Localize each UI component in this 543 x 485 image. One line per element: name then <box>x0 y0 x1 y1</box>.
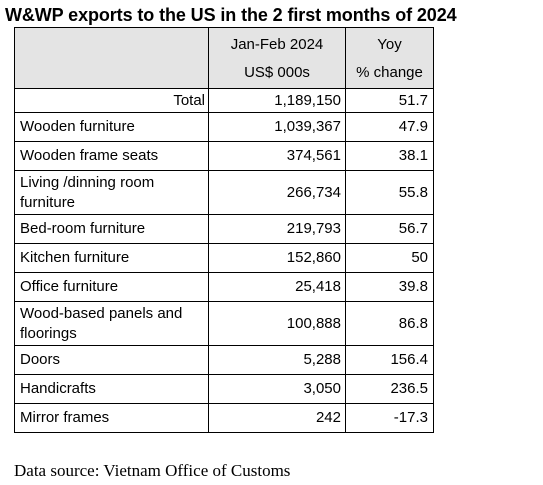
table-row: Mirror frames 242 -17.3 <box>14 403 434 433</box>
row-value: 242 <box>208 403 346 433</box>
table-row: Handicrafts 3,050 236.5 <box>14 374 434 404</box>
table-row: Bed-room furniture 219,793 56.7 <box>14 214 434 244</box>
header-yoy: Yoy <box>345 27 434 59</box>
row-value: 3,050 <box>208 374 346 404</box>
row-label: Wooden frame seats <box>14 141 209 171</box>
header-row-bottom: US$ 000s % change <box>15 58 434 89</box>
table-row: Doors 5,288 156.4 <box>14 345 434 375</box>
row-value: 374,561 <box>208 141 346 171</box>
row-label: Kitchen furniture <box>14 243 209 273</box>
row-yoy: 50 <box>345 243 434 273</box>
row-label: Doors <box>14 345 209 375</box>
table-row: Living /dinning room furniture 266,734 5… <box>14 170 434 215</box>
table-row: Kitchen furniture 152,860 50 <box>14 243 434 273</box>
row-yoy: 56.7 <box>345 214 434 244</box>
table-title: W&WP exports to the US in the 2 first mo… <box>5 5 457 25</box>
header-period: Jan-Feb 2024 <box>208 27 346 59</box>
exports-table: Jan-Feb 2024 Yoy US$ 000s % change Total… <box>14 27 434 433</box>
row-value: 5,288 <box>208 345 346 375</box>
row-label: Wooden furniture <box>14 112 209 142</box>
exports-table-wrapper: Jan-Feb 2024 Yoy US$ 000s % change Total… <box>14 27 434 433</box>
row-yoy: -17.3 <box>345 403 434 433</box>
row-value: 152,860 <box>208 243 346 273</box>
table-row: Wooden frame seats 374,561 38.1 <box>14 141 434 171</box>
header-pct-change: % change <box>345 58 434 89</box>
table-row: Office furniture 25,418 39.8 <box>14 272 434 302</box>
row-value: 25,418 <box>208 272 346 302</box>
header-row-top: Jan-Feb 2024 Yoy <box>14 27 434 89</box>
row-yoy: 39.8 <box>345 272 434 302</box>
row-value: 100,888 <box>208 301 346 346</box>
data-source-note: Data source: Vietnam Office of Customs <box>14 461 291 480</box>
table-row: Wooden furniture 1,039,367 47.9 <box>14 112 434 142</box>
table-row: Wood-based panels and floorings 100,888 … <box>14 301 434 346</box>
row-label: Wood-based panels and floorings <box>14 301 209 346</box>
row-value: 266,734 <box>208 170 346 215</box>
row-label: Handicrafts <box>14 374 209 404</box>
row-yoy: 236.5 <box>345 374 434 404</box>
header-unit: US$ 000s <box>208 58 346 89</box>
row-yoy: 156.4 <box>345 345 434 375</box>
row-yoy: 86.8 <box>345 301 434 346</box>
row-label: Living /dinning room furniture <box>14 170 209 215</box>
row-label: Bed-room furniture <box>14 214 209 244</box>
total-row: Total 1,189,150 51.7 <box>14 88 434 113</box>
total-value: 1,189,150 <box>208 88 346 113</box>
row-label: Mirror frames <box>14 403 209 433</box>
row-yoy: 47.9 <box>345 112 434 142</box>
row-label: Office furniture <box>14 272 209 302</box>
total-label: Total <box>14 88 209 113</box>
row-yoy: 55.8 <box>345 170 434 215</box>
row-value: 1,039,367 <box>208 112 346 142</box>
header-blank-cell <box>14 27 209 89</box>
total-yoy: 51.7 <box>345 88 434 113</box>
row-yoy: 38.1 <box>345 141 434 171</box>
row-value: 219,793 <box>208 214 346 244</box>
